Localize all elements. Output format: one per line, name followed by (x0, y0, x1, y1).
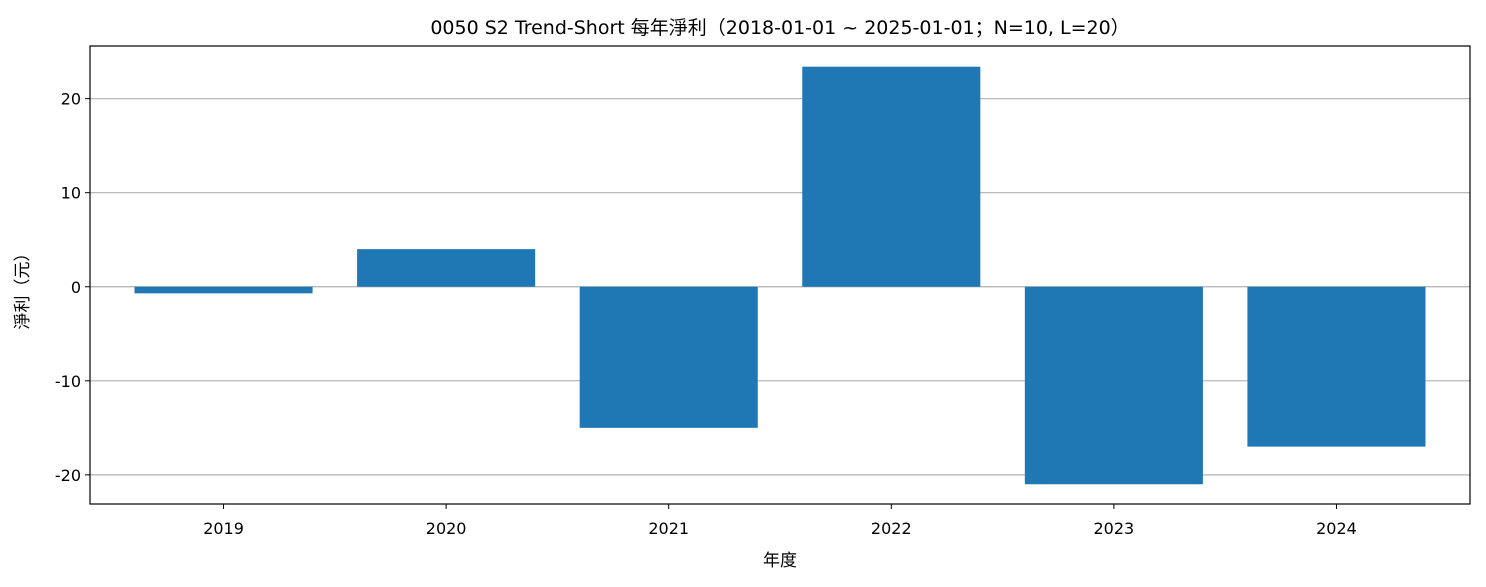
x-tick-label: 2024 (1316, 519, 1357, 538)
bar-2019 (134, 286, 313, 294)
y-tick-label: 20 (61, 90, 81, 109)
bar-2024 (1247, 286, 1426, 447)
x-tick-label: 2021 (648, 519, 689, 538)
bar-2020 (357, 249, 536, 287)
x-axis-ticks: 2019 2020 2021 2022 2023 2024 (203, 504, 1357, 538)
y-tick-label: 10 (61, 184, 81, 203)
bar-2022 (802, 66, 981, 287)
bar-2023 (1024, 286, 1203, 485)
y-tick-label: -20 (55, 466, 81, 485)
y-axis-label: 淨利（元） (13, 245, 33, 330)
x-tick-label: 2023 (1094, 519, 1135, 538)
x-tick-label: 2019 (203, 519, 244, 538)
chart-title: 0050 S2 Trend-Short 每年淨利（2018-01-01 ~ 20… (430, 17, 1129, 39)
x-tick-label: 2020 (426, 519, 467, 538)
plot-frame (89, 45, 1471, 505)
x-tick-label: 2022 (871, 519, 912, 538)
bar-2021 (579, 286, 758, 428)
y-axis-ticks: 20 10 0 -10 -20 (55, 90, 90, 485)
y-tick-label: -10 (55, 372, 81, 391)
bars (134, 66, 1426, 485)
x-axis-label: 年度 (763, 551, 797, 571)
y-tick-label: 0 (71, 278, 81, 297)
grid-lines (90, 98, 1470, 476)
